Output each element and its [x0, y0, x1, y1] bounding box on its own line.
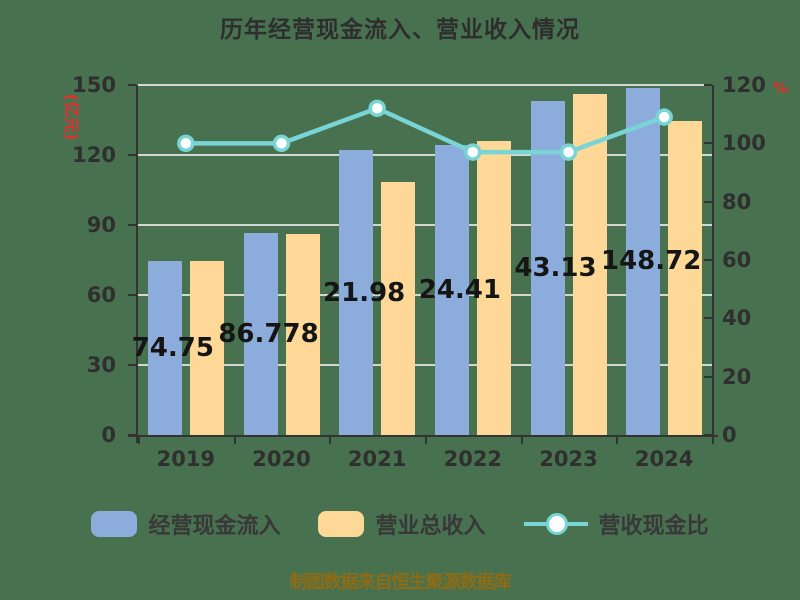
- grid-line: [138, 224, 712, 226]
- revenue-bar: [381, 181, 416, 435]
- y-axis-right-tick-label: 120: [722, 73, 766, 97]
- revenue-bar: [285, 233, 320, 435]
- y-axis-right-tick: [704, 434, 712, 436]
- right-axis-unit-label: %: [773, 79, 789, 97]
- cash-bar-value-label: 21.98: [323, 277, 406, 308]
- legend-item-cash-inflow[interactable]: 经营现金流入: [91, 508, 280, 540]
- x-tick-label: 2023: [539, 447, 598, 471]
- grid-line: [138, 364, 712, 366]
- cash-bar-value-label: 74.75: [131, 332, 214, 363]
- y-axis-right-tick: [704, 142, 712, 145]
- y-axis-left-tick: [128, 294, 136, 296]
- y-axis-left-tick-label: 90: [86, 213, 116, 237]
- cash-bar-value-label: 24.41: [418, 274, 501, 305]
- y-axis-right-tick: [704, 375, 712, 378]
- legend: 经营现金流入 营业总收入 营收现金比: [0, 508, 800, 540]
- y-axis-right-tick: [704, 317, 712, 320]
- cash-inflow-bar: [147, 260, 182, 435]
- ratio-line-marker: [368, 99, 386, 118]
- revenue-bar: [668, 121, 703, 435]
- cash-bar-value-label: 148.72: [600, 246, 702, 277]
- y-axis-left-tick-label: 0: [101, 423, 116, 447]
- x-tick-label: 2024: [634, 447, 694, 471]
- x-tick-label: 2021: [347, 447, 407, 471]
- y-axis-left-tick: [128, 434, 136, 436]
- y-axis-left-tick: [128, 84, 136, 86]
- cash-bar-value-label: 86.778: [218, 318, 319, 349]
- y-axis-left-tick-label: 30: [86, 353, 116, 377]
- y-axis-left-tick: [128, 364, 136, 366]
- cash-bar-value-label: 43.13: [514, 253, 597, 283]
- y-axis-left-tick-label: 120: [72, 143, 116, 167]
- grid-line: [138, 154, 712, 156]
- x-axis-tick: [233, 435, 236, 444]
- legend-line-marker-icon: [523, 511, 588, 537]
- y-axis-right-tick: [704, 84, 712, 86]
- x-axis-tick: [520, 435, 523, 444]
- x-tick-label: 2019: [156, 447, 216, 471]
- ratio-line-marker: [272, 134, 291, 153]
- legend-item-revenue[interactable]: 营业总收入: [318, 508, 486, 540]
- y-axis-left: [136, 85, 138, 443]
- y-axis-right-tick-label: 0: [722, 423, 737, 447]
- legend-item-ratio[interactable]: 营收现金比: [523, 508, 709, 540]
- x-axis-tick: [138, 435, 140, 444]
- x-axis-tick: [616, 435, 619, 444]
- footer-source-note: 制图数据来自恒生聚源数据库: [289, 572, 512, 593]
- revenue-bar: [476, 141, 511, 435]
- y-axis-left-tick-label: 60: [86, 283, 116, 307]
- x-axis-tick: [712, 435, 714, 444]
- y-axis-right-tick-label: 40: [722, 306, 752, 331]
- y-axis-right-tick-label: 100: [722, 131, 766, 156]
- cash-inflow-bar: [530, 101, 565, 435]
- y-axis-right-tick-label: 20: [722, 364, 752, 389]
- x-axis-tick: [329, 435, 332, 444]
- revenue-bar: [189, 261, 224, 435]
- grid-line: [138, 84, 712, 86]
- chart-title: 历年经营现金流入、营业收入情况: [220, 17, 580, 43]
- legend-label: 营收现金比: [598, 514, 709, 539]
- y-axis-left-tick-label: 150: [72, 73, 116, 97]
- x-axis: [128, 435, 718, 437]
- legend-circle-marker-icon: [545, 513, 568, 535]
- y-axis-left-tick: [128, 154, 136, 156]
- legend-bar-swatch-icon: [318, 511, 365, 537]
- y-axis-right-tick: [704, 259, 712, 261]
- y-axis-right-tick-label: 80: [722, 189, 752, 214]
- y-axis-right-tick: [704, 200, 712, 203]
- legend-label: 营业总收入: [375, 514, 486, 539]
- x-tick-label: 2020: [252, 447, 311, 471]
- x-axis-tick: [425, 435, 427, 444]
- legend-bar-swatch-icon: [91, 511, 138, 537]
- y-axis-right: [712, 85, 714, 435]
- grid-line: [138, 294, 712, 296]
- ratio-line-marker: [177, 134, 195, 153]
- y-axis-left-tick: [128, 224, 136, 226]
- cash-inflow-bar: [243, 232, 278, 435]
- y-axis-right-tick-label: 60: [722, 248, 752, 272]
- legend-label: 经营现金流入: [148, 514, 281, 539]
- cash-inflow-bar: [339, 150, 374, 435]
- x-tick-label: 2022: [443, 447, 503, 471]
- cash-inflow-bar: [434, 144, 469, 435]
